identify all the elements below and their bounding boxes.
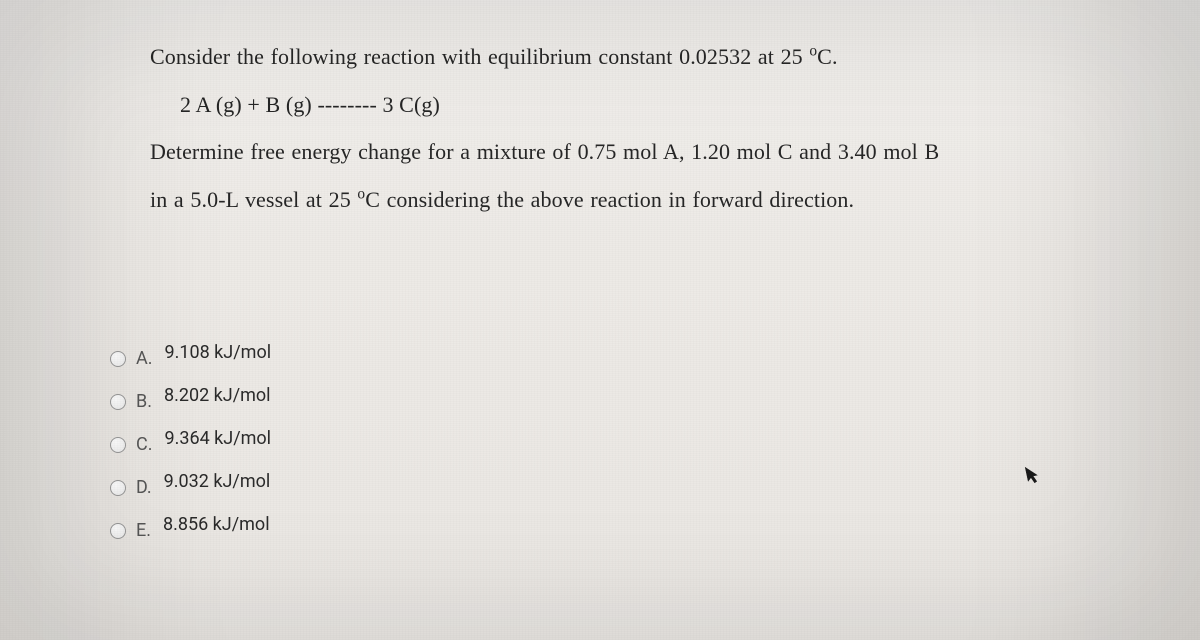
radio-c[interactable]	[110, 437, 126, 453]
option-text-a: 9.108 kJ/mol	[165, 342, 272, 363]
option-d[interactable]: D. 9.032 kJ/mol	[110, 471, 271, 492]
option-text-e: 8.856 kJ/mol	[163, 514, 270, 535]
option-text-b: 8.202 kJ/mol	[164, 385, 271, 406]
sep1: ,	[679, 139, 691, 164]
radio-d[interactable]	[110, 480, 126, 496]
eq-dash: --------	[312, 92, 383, 117]
question-line-4: in a 5.0-L vessel at 25 oC considering t…	[150, 185, 1110, 215]
answer-options: A. 9.108 kJ/mol B. 8.202 kJ/mol C. 9.364…	[110, 342, 271, 557]
option-letter-d: D.	[136, 477, 152, 498]
mouse-cursor-icon	[1024, 464, 1042, 486]
eq-rhs: 3 C(g)	[382, 92, 439, 117]
q1-pre: Consider the following reaction with equ…	[150, 44, 679, 69]
option-text-d: 9.032 kJ/mol	[164, 471, 271, 492]
radio-a[interactable]	[110, 351, 126, 367]
option-letter-a: A.	[136, 348, 153, 369]
question-stem: Consider the following reaction with equ…	[150, 42, 1110, 233]
option-c[interactable]: C. 9.364 kJ/mol	[110, 428, 271, 449]
option-letter-e: E.	[136, 520, 151, 541]
radio-b[interactable]	[110, 394, 126, 410]
q4-pre: in a	[150, 187, 190, 212]
question-line-1: Consider the following reaction with equ…	[150, 42, 1110, 72]
option-letter-b: B.	[136, 391, 152, 412]
q4-post: considering the above reaction in forwar…	[380, 187, 854, 212]
deg-unit: C.	[817, 44, 837, 69]
molA: 0.75 mol A	[578, 139, 679, 164]
q3-pre: Determine free energy change for a mixtu…	[150, 139, 578, 164]
molB: 3.40 mol B	[838, 139, 939, 164]
deg-super: o	[809, 43, 817, 60]
option-letter-c: C.	[136, 434, 152, 455]
question-line-3: Determine free energy change for a mixtu…	[150, 137, 1110, 167]
k-value: 0.02532	[679, 44, 751, 69]
eq-lhs: 2 A (g) + B (g)	[180, 92, 312, 117]
q4-mid: at 25	[299, 187, 357, 212]
option-a[interactable]: A. 9.108 kJ/mol	[110, 342, 271, 363]
molC: 1.20 mol C	[691, 139, 792, 164]
q1-mid: at 25	[751, 44, 809, 69]
option-b[interactable]: B. 8.202 kJ/mol	[110, 385, 271, 406]
reaction-equation: 2 A (g) + B (g) -------- 3 C(g)	[150, 90, 1110, 120]
deg-unit-2: C	[365, 187, 380, 212]
option-e[interactable]: E. 8.856 kJ/mol	[110, 514, 271, 535]
radio-e[interactable]	[110, 523, 126, 539]
option-text-c: 9.364 kJ/mol	[164, 428, 271, 449]
sep2: and	[793, 139, 838, 164]
vessel: 5.0-L vessel	[190, 187, 299, 212]
